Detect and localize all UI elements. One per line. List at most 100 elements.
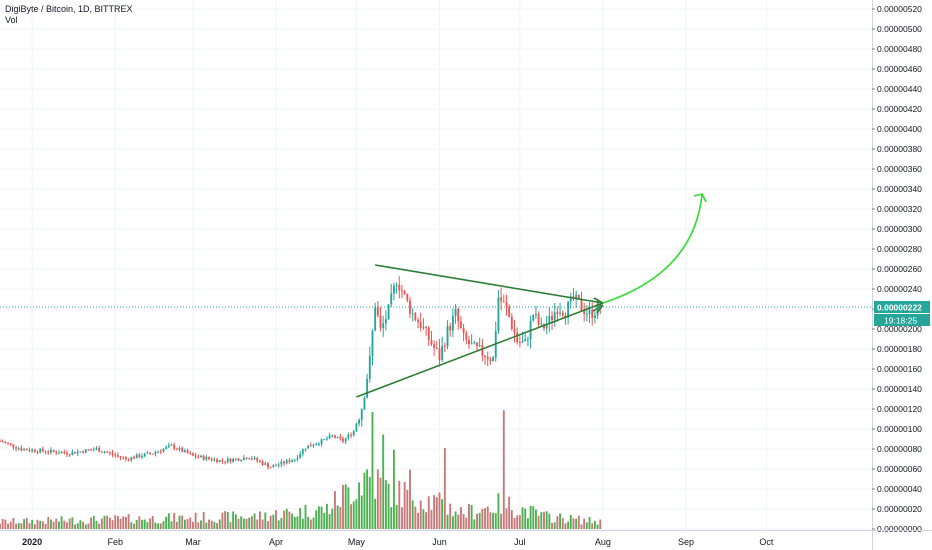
volume-bar <box>363 472 366 529</box>
candle-body <box>149 452 152 454</box>
candle-body <box>186 450 189 454</box>
volume-bar <box>591 523 594 529</box>
volume-bar <box>232 511 235 529</box>
volume-bar <box>205 522 208 529</box>
candle-body <box>411 313 414 315</box>
candle-body <box>143 453 146 457</box>
volume-bar <box>301 518 304 529</box>
volume-bar <box>240 516 243 529</box>
candle-body <box>459 321 462 328</box>
candle-body <box>200 455 202 458</box>
price-tick-label: 0.00000060 <box>877 464 922 474</box>
price-axis-bg <box>872 0 932 550</box>
candle-body <box>414 313 417 321</box>
volume-indicator-label[interactable]: Vol <box>5 15 18 25</box>
candle-body <box>234 458 237 460</box>
volume-bar <box>593 520 596 529</box>
candle-body <box>250 458 253 460</box>
volume-bar <box>435 497 438 529</box>
volume-bar <box>486 506 489 529</box>
candle-body <box>457 309 460 322</box>
candle-body <box>181 448 184 452</box>
candle-body <box>133 457 135 459</box>
candle-body <box>103 451 106 453</box>
volume-bar <box>82 521 85 529</box>
volume-bar <box>390 507 393 529</box>
volume-bar <box>167 513 170 529</box>
volume-bar <box>500 513 503 529</box>
volume-bar <box>462 514 465 529</box>
volume-bar <box>143 519 146 529</box>
volume-bar <box>454 511 457 529</box>
price-tick-label: 0.00000380 <box>877 144 922 154</box>
candle-body <box>28 450 31 452</box>
candle-body <box>280 461 283 465</box>
price-tick-label: 0.00000200 <box>877 324 922 334</box>
candle-body <box>208 457 210 459</box>
candle-body <box>559 312 562 314</box>
candle-body <box>419 322 422 328</box>
time-axis[interactable]: 2020 Feb Mar Apr May Jun Jul Aug Sep Oct <box>0 530 932 550</box>
candle-body <box>489 359 492 362</box>
volume-bar <box>175 521 178 529</box>
trendline-drawings[interactable] <box>356 193 707 398</box>
time-tick-label: 2020 <box>22 537 42 547</box>
volume-bar <box>218 519 221 529</box>
candle-body <box>138 454 141 458</box>
time-tick-label: Sep <box>678 537 694 547</box>
price-tick-label: 0.00000240 <box>877 284 922 294</box>
price-tick-label: 0.00000300 <box>877 224 922 234</box>
volume-bar <box>320 506 323 529</box>
candle-body <box>258 460 261 462</box>
volume-bar <box>446 514 449 529</box>
candle-body <box>52 449 55 452</box>
candle-body <box>41 448 44 452</box>
candle-body <box>427 327 430 341</box>
candle-body <box>309 445 312 447</box>
candle-body <box>111 452 114 455</box>
volume-bar <box>419 500 422 529</box>
candle-body <box>376 307 379 316</box>
grid-lines <box>0 0 872 530</box>
volume-bar <box>114 515 117 529</box>
volume-bar <box>585 522 588 529</box>
volume-bar <box>84 524 87 529</box>
volume-bar <box>510 510 513 529</box>
candle-body <box>202 455 205 460</box>
candle-body <box>9 443 12 445</box>
volume-bar <box>548 513 551 529</box>
volume-bar <box>125 516 127 529</box>
candle-body <box>384 319 387 324</box>
volume-bar <box>68 518 71 529</box>
candle-body <box>267 463 269 468</box>
candle-body <box>20 448 23 451</box>
candle-body <box>12 444 15 448</box>
candle-body <box>470 343 473 345</box>
candle-body <box>352 431 355 436</box>
candle-body <box>588 309 591 314</box>
candle-body <box>374 307 377 331</box>
volume-bar <box>315 510 318 529</box>
price-tick-label: 0.00000420 <box>877 104 922 114</box>
volume-bar <box>213 522 216 529</box>
candle-body <box>261 461 264 465</box>
symbol-title[interactable]: DigiByte / Bitcoin, 1D, BITTREX <box>5 4 133 14</box>
candle-body <box>4 442 7 444</box>
volume-bar <box>250 516 253 529</box>
candle-body <box>591 309 594 318</box>
volume-bar <box>556 516 559 529</box>
candle-body <box>315 443 318 446</box>
price-tick-label: 0.00000260 <box>877 264 922 274</box>
volume-bar <box>443 448 446 529</box>
price-axis[interactable]: 0.00000000 0.00000020 0.00000040 0.00000060… <box>872 0 932 550</box>
candle-body <box>82 451 85 453</box>
candlesticks <box>0 276 602 470</box>
candle-body <box>516 332 519 343</box>
candle-body <box>127 458 130 461</box>
candle-body <box>339 436 342 439</box>
candle-body <box>205 457 208 460</box>
candle-body <box>79 451 82 453</box>
candle-body <box>401 290 403 292</box>
candle-body <box>242 457 245 460</box>
